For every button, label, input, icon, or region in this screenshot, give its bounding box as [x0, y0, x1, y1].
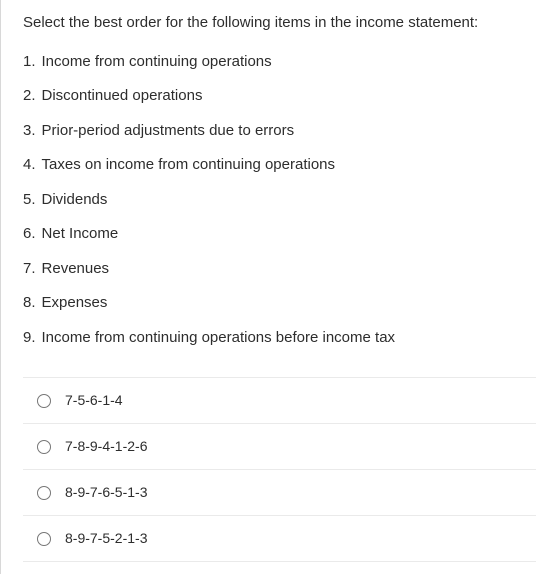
list-item: 7. Revenues [23, 252, 536, 287]
choice-label: 7-5-6-1-4 [65, 390, 123, 411]
item-number: 2. [23, 85, 36, 108]
list-item: 4. Taxes on income from continuing opera… [23, 148, 536, 183]
choice-label: 8-9-7-6-5-1-3 [65, 482, 147, 503]
item-text: Dividends [42, 189, 108, 212]
item-number: 5. [23, 189, 36, 212]
item-number: 4. [23, 154, 36, 177]
radio-icon [37, 394, 51, 408]
item-number: 8. [23, 292, 36, 315]
radio-icon [37, 440, 51, 454]
item-number: 3. [23, 120, 36, 143]
choice-option-3[interactable]: 8-9-7-6-5-1-3 [23, 470, 536, 516]
choice-option-4[interactable]: 8-9-7-5-2-1-3 [23, 516, 536, 562]
item-text: Taxes on income from continuing operatio… [42, 154, 336, 177]
question-container: Select the best order for the following … [0, 0, 552, 574]
item-text: Revenues [42, 258, 110, 281]
item-text: Net Income [42, 223, 119, 246]
list-item: 1. Income from continuing operations [23, 45, 536, 80]
item-text: Discontinued operations [42, 85, 203, 108]
list-item: 5. Dividends [23, 183, 536, 218]
item-text: Income from continuing operations before… [42, 327, 396, 350]
choice-label: 8-9-7-5-2-1-3 [65, 528, 147, 549]
item-number: 6. [23, 223, 36, 246]
item-number: 9. [23, 327, 36, 350]
item-text: Prior-period adjustments due to errors [42, 120, 295, 143]
list-item: 2. Discontinued operations [23, 79, 536, 114]
list-item: 3. Prior-period adjustments due to error… [23, 114, 536, 149]
item-number: 1. [23, 51, 36, 74]
item-number: 7. [23, 258, 36, 281]
item-list: 1. Income from continuing operations 2. … [23, 45, 536, 356]
item-text: Income from continuing operations [42, 51, 272, 74]
choice-option-2[interactable]: 7-8-9-4-1-2-6 [23, 424, 536, 470]
radio-icon [37, 532, 51, 546]
choice-label: 7-8-9-4-1-2-6 [65, 436, 147, 457]
item-text: Expenses [42, 292, 108, 315]
question-prompt: Select the best order for the following … [23, 12, 536, 35]
list-item: 9. Income from continuing operations bef… [23, 321, 536, 356]
radio-icon [37, 486, 51, 500]
list-item: 8. Expenses [23, 286, 536, 321]
choice-option-1[interactable]: 7-5-6-1-4 [23, 378, 536, 424]
choices-group: 7-5-6-1-4 7-8-9-4-1-2-6 8-9-7-6-5-1-3 8-… [23, 377, 536, 562]
list-item: 6. Net Income [23, 217, 536, 252]
